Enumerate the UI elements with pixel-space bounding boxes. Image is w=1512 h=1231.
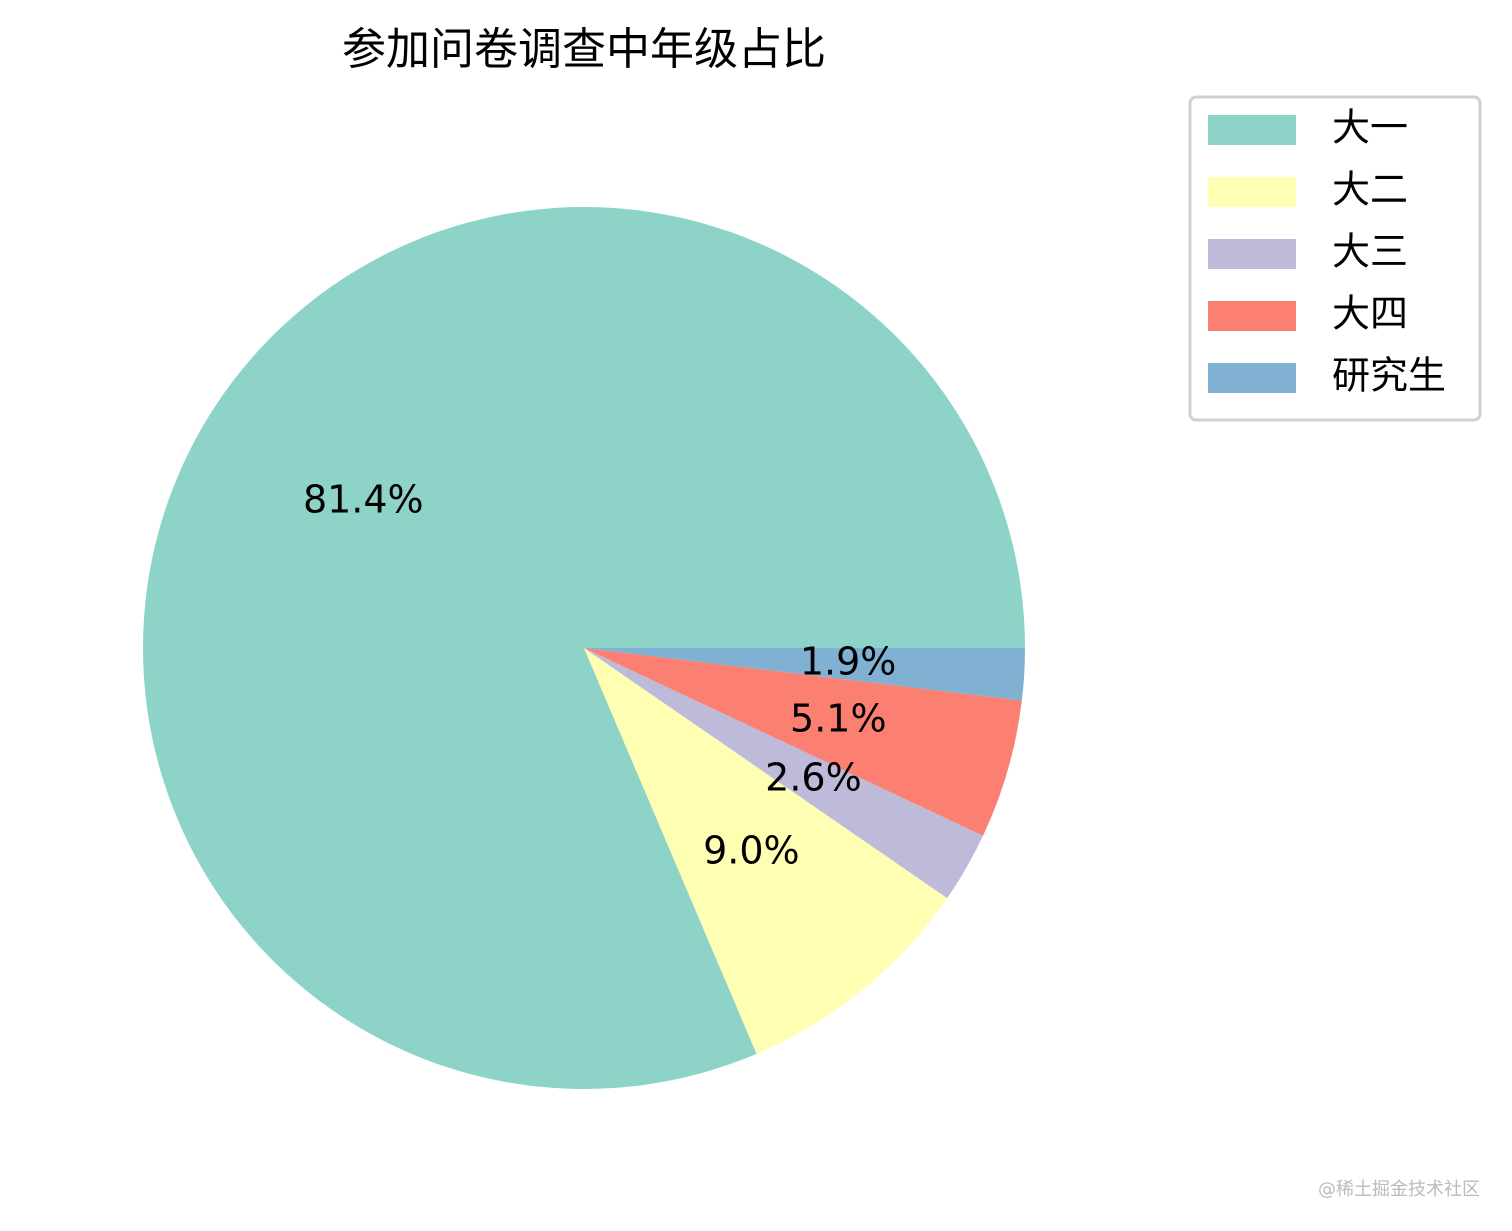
pie-slice bbox=[584, 648, 984, 899]
legend-swatch bbox=[1208, 239, 1296, 269]
legend-label: 大二 bbox=[1332, 168, 1408, 212]
slice-label: 81.4% bbox=[303, 478, 424, 522]
legend-swatch bbox=[1208, 301, 1296, 331]
slice-label: 2.6% bbox=[765, 755, 862, 799]
chart-title: 参加问卷调查中年级占比 bbox=[342, 24, 826, 75]
legend-label: 大四 bbox=[1332, 292, 1408, 336]
legend-label: 大三 bbox=[1332, 230, 1408, 274]
slice-label: 9.0% bbox=[703, 828, 800, 872]
legend-swatch bbox=[1208, 363, 1296, 393]
pie-slice bbox=[584, 648, 1022, 836]
legend-label: 研究生 bbox=[1332, 354, 1446, 398]
slice-label: 5.1% bbox=[790, 697, 887, 741]
pie-slice bbox=[584, 648, 1025, 701]
legend-label: 大一 bbox=[1332, 106, 1408, 150]
legend-swatch bbox=[1208, 115, 1296, 145]
watermark: @稀土掘金技术社区 bbox=[1318, 1179, 1480, 1200]
legend-swatch bbox=[1208, 177, 1296, 207]
pie-slice bbox=[584, 648, 948, 1054]
slice-label: 1.9% bbox=[800, 639, 897, 683]
